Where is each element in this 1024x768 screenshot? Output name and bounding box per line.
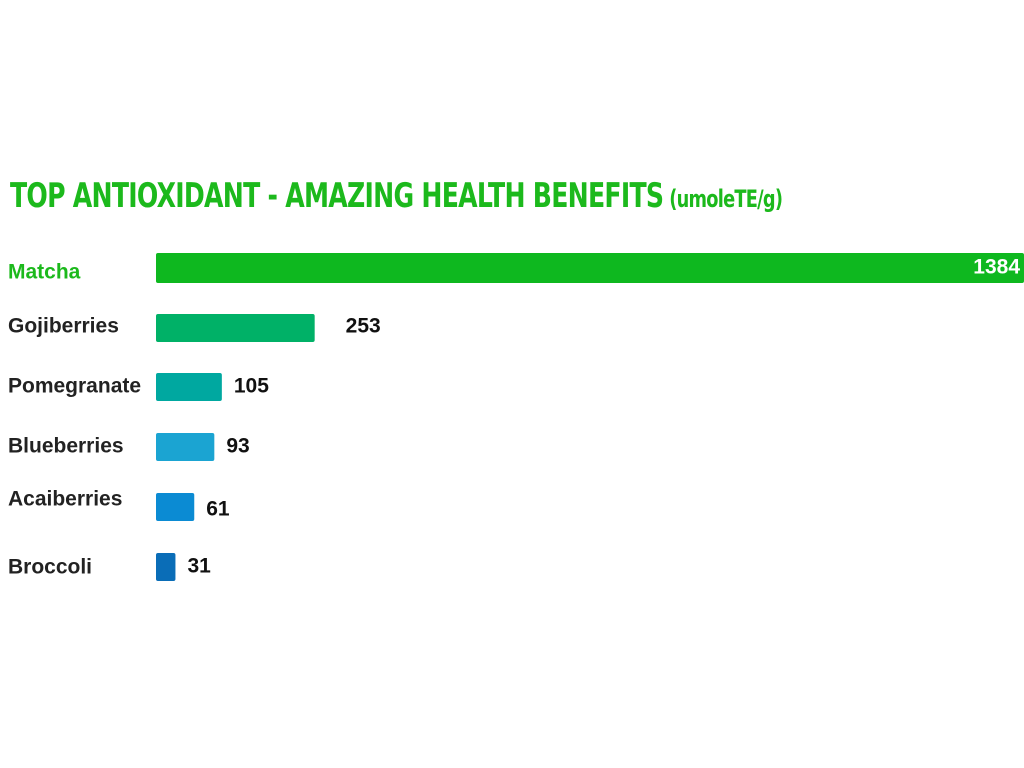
bar-blueberries: [156, 433, 215, 461]
value-label-acaiberries: 61: [206, 498, 230, 521]
chart-unit: (umoleTE/g): [669, 185, 783, 213]
value-label-matcha: 1384: [973, 256, 1020, 279]
value-label-blueberries: 93: [226, 435, 249, 458]
bar-pomegranate: [156, 373, 222, 401]
category-label-gojiberries: Gojiberries: [8, 315, 119, 338]
value-label-broccoli: 31: [187, 555, 211, 578]
category-label-broccoli: Broccoli: [8, 556, 92, 579]
bar-acaiberries: [156, 493, 195, 521]
value-label-pomegranate: 105: [234, 375, 269, 398]
chart-title-text: TOP ANTIOXIDANT - AMAZING HEALTH BENEFIT…: [10, 176, 664, 216]
bar-broccoli: [156, 553, 176, 581]
bar-matcha: [156, 253, 1024, 283]
category-label-matcha: Matcha: [8, 261, 81, 284]
category-label-pomegranate: Pomegranate: [8, 375, 141, 398]
category-label-acaiberries: Acaiberries: [8, 488, 122, 511]
chart-title: TOP ANTIOXIDANT - AMAZING HEALTH BENEFIT…: [10, 176, 783, 216]
bar-gojiberries: [156, 314, 315, 342]
value-label-gojiberries: 253: [346, 315, 381, 338]
category-label-blueberries: Blueberries: [8, 435, 124, 458]
